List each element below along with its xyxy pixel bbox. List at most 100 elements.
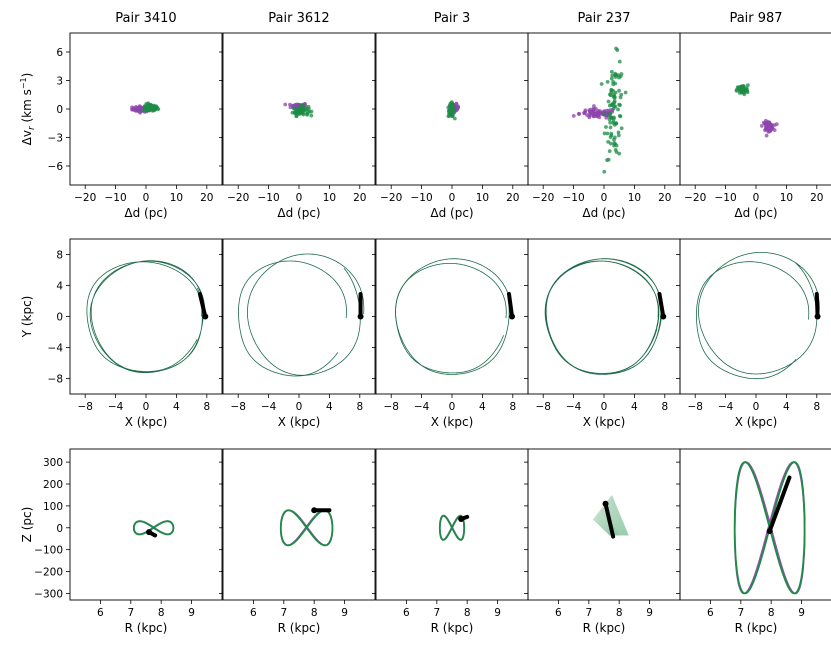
orbit-line [395,258,512,375]
orbit-line [611,495,629,536]
x-tick-label: −10 [258,192,280,204]
panel-orbit_rz-0: Z (pc) [20,461,193,604]
panel-orbit_rz-1 [219,461,346,604]
data-point [452,116,457,121]
y-tick-label: 6 [56,47,63,59]
plot-area [279,507,334,547]
present-track [507,292,515,319]
y-tick-label: 0 [56,104,63,116]
data-point [609,90,614,95]
data-point [737,86,742,91]
x-axis-label: X (kpc) [735,415,778,429]
y-tick-label: −200 [34,567,63,579]
data-point [615,48,620,52]
x-axis-label: R (kpc) [125,621,168,635]
orbit-line [696,261,810,380]
data-point [616,107,620,112]
orbit-line [86,261,203,372]
present-track [603,501,616,539]
orbit-line [132,520,175,536]
x-tick-label: −10 [715,192,737,204]
x-tick-label: 0 [296,401,303,413]
x-tick-label: 20 [353,192,366,204]
data-point [616,133,621,138]
data-point [619,126,624,131]
data-point [136,105,141,110]
data-point [592,112,597,117]
orbit-line [595,515,613,536]
y-axis-label: Y (kpc) [20,296,34,339]
x-tick-label: −4 [414,401,430,413]
data-point [734,88,739,93]
x-tick-label: 20 [810,192,823,204]
data-point [611,82,616,87]
orbit-line [238,260,347,377]
x-tick-label: 8 [311,607,318,619]
x-tick-label: 4 [326,401,333,413]
y-tick-label: −3 [48,133,63,145]
x-tick-label: 9 [646,607,653,619]
data-point [763,128,767,132]
data-point [587,115,592,120]
present-track [657,292,666,319]
data-point [772,123,777,127]
panel-velocity_scatter-0: Δvr (km s−1) [19,51,208,189]
data-point [143,104,147,108]
x-tick-label: 20 [200,192,213,204]
data-point [297,106,302,111]
orbit-line [594,516,612,536]
data-point [588,110,593,115]
plot-area [132,520,175,538]
data-point [142,108,147,113]
data-point [612,96,617,101]
x-tick-label: 0 [296,192,303,204]
orbit-line [609,497,628,536]
x-axis-label: Δd (pc) [582,206,625,220]
x-tick-label: −20 [74,192,96,204]
data-point [614,121,619,126]
data-point [604,125,608,129]
data-point [576,112,581,116]
x-tick-label: −20 [684,192,706,204]
data-point [602,112,607,117]
panel-frame [222,448,376,601]
data-point [741,90,746,94]
x-tick-label: −20 [532,192,554,204]
plot-area [593,495,629,539]
x-tick-label: 6 [97,607,104,619]
data-point [767,129,772,134]
x-tick-label: 9 [798,607,805,619]
data-point [609,76,614,81]
plot-area [130,101,161,115]
x-tick-label: 0 [143,401,150,413]
plot-area [733,461,806,595]
data-point [305,109,310,114]
x-tick-label: 0 [449,401,456,413]
x-axis-label: Δd (pc) [277,206,320,220]
panel-frame [679,448,831,601]
x-tick-label: 0 [449,192,456,204]
x-tick-label: 0 [753,192,760,204]
plot-area [438,514,470,541]
x-tick-label: 7 [127,607,134,619]
data-point [455,105,460,110]
x-axis-label: X (kpc) [125,415,168,429]
present-position [766,528,773,535]
panel-velocity_scatter-1 [219,51,361,189]
y-tick-label: 0 [56,523,63,535]
present-position [458,516,465,523]
x-tick-label: 4 [631,401,638,413]
x-axis-label: Δd (pc) [124,206,167,220]
orbit-line [733,461,806,595]
data-point [130,105,134,110]
data-point [616,130,621,135]
data-point [291,106,296,111]
data-point [447,110,451,114]
panel-frame [679,238,831,395]
data-point [299,110,304,115]
y-tick-label: −8 [48,374,63,386]
panel-frame [222,238,376,395]
x-tick-label: 9 [188,607,195,619]
plot-area [571,46,628,174]
column-title: Pair 987 [729,11,782,26]
